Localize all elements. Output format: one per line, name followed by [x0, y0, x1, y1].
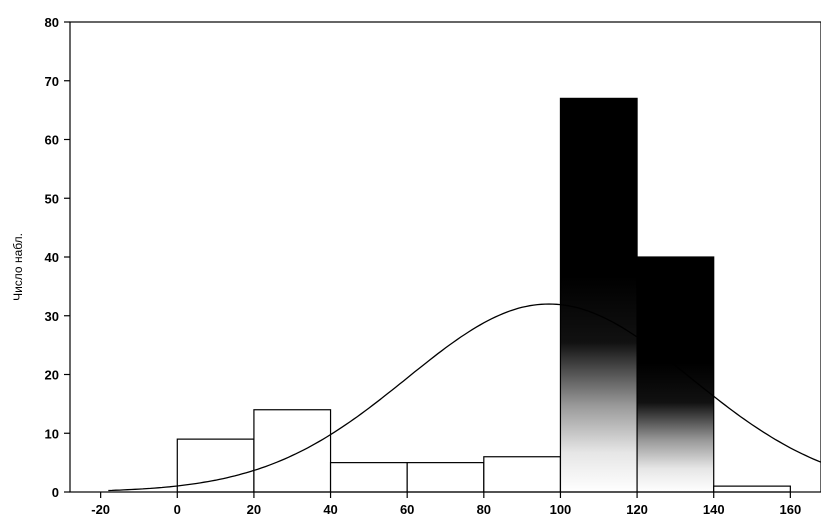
y-tick-label: 0: [52, 485, 59, 500]
y-tick-label: 30: [45, 309, 59, 324]
x-tick-label: 0: [174, 502, 181, 517]
x-tick-label: 160: [779, 502, 801, 517]
histogram-bar-0-20: [176, 438, 255, 493]
y-tick-label: 80: [45, 15, 59, 30]
x-tick-label: 120: [626, 502, 648, 517]
y-axis: 0 10 20 30 40 50 60 70 80: [45, 15, 70, 500]
histogram-bar-80-100: [483, 456, 562, 493]
y-tick-label: 50: [45, 191, 59, 206]
histogram-bar-140-160: [713, 485, 791, 493]
y-tick-label: 70: [45, 74, 59, 89]
histogram-bar-20-40: [253, 409, 332, 493]
histogram-bar-120-140: [636, 256, 715, 493]
histogram-bars: [176, 97, 791, 493]
y-tick-label: 10: [45, 426, 59, 441]
x-tick-label: 60: [400, 502, 414, 517]
histogram-bar-40-60: [329, 462, 408, 493]
y-tick-label: 60: [45, 133, 59, 148]
y-tick-label: 20: [45, 368, 59, 383]
x-axis: -20 0 20 40 60 80 100 120 140 160: [91, 492, 801, 517]
y-axis-label: Число набл.: [11, 233, 25, 301]
x-tick-label: 80: [477, 502, 491, 517]
y-tick-label: 40: [45, 250, 59, 265]
x-tick-label: -20: [91, 502, 110, 517]
x-tick-label: 140: [703, 502, 725, 517]
x-tick-label: 100: [550, 502, 572, 517]
normal-fit-curve: [108, 303, 821, 492]
x-tick-label: 40: [323, 502, 337, 517]
x-tick-label: 20: [247, 502, 261, 517]
histogram-bar-100-120: [559, 97, 638, 493]
histogram-bar-60-80: [406, 462, 485, 493]
